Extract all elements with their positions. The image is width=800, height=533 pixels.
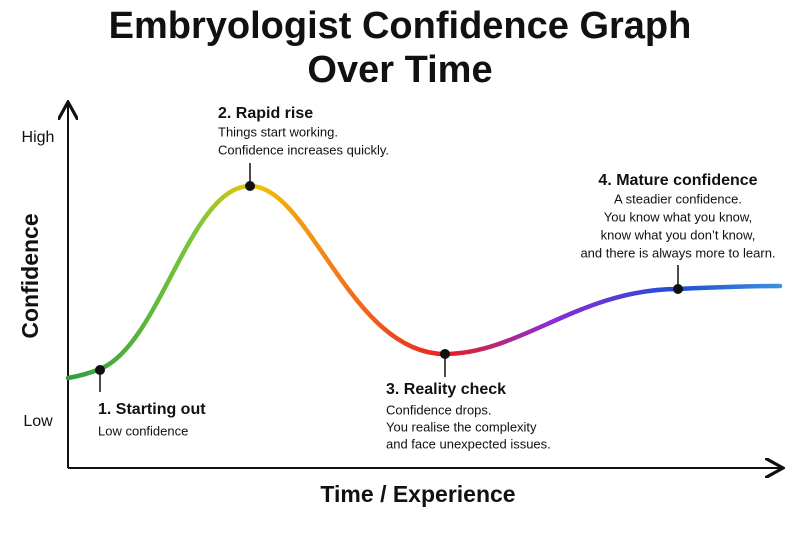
points <box>95 181 683 375</box>
stage-text: and face unexpected issues. <box>386 436 551 451</box>
stage-text: and there is always more to learn. <box>580 245 775 260</box>
stage-text: Things start working. <box>218 124 338 139</box>
stage-text: You know what you know, <box>604 209 752 224</box>
stage-text: Confidence increases quickly. <box>218 142 389 157</box>
stage-title: 2. Rapid rise <box>218 105 313 122</box>
stage-text: Confidence drops. <box>386 402 492 417</box>
stage-text: A steadier confidence. <box>614 191 742 206</box>
stage-title: 3. Reality check <box>386 381 506 398</box>
title: Embryologist Confidence Graph <box>109 5 692 47</box>
stage-text: You realise the complexity <box>386 419 537 434</box>
title: Over Time <box>307 49 492 91</box>
stage-text: know what you don’t know, <box>601 227 756 242</box>
y-low: Low <box>23 413 53 430</box>
y-label: Confidence <box>17 213 43 338</box>
leaders <box>99 163 679 392</box>
x-label: Time / Experience <box>320 481 515 507</box>
y-high: High <box>22 129 55 146</box>
stage-title: 1. Starting out <box>98 401 206 418</box>
stage-title: 4. Mature confidence <box>598 172 757 189</box>
stage-text: Low confidence <box>98 423 188 438</box>
stage-labels: 1. Starting out Low confidence 2. Rapid ri… <box>98 105 776 451</box>
